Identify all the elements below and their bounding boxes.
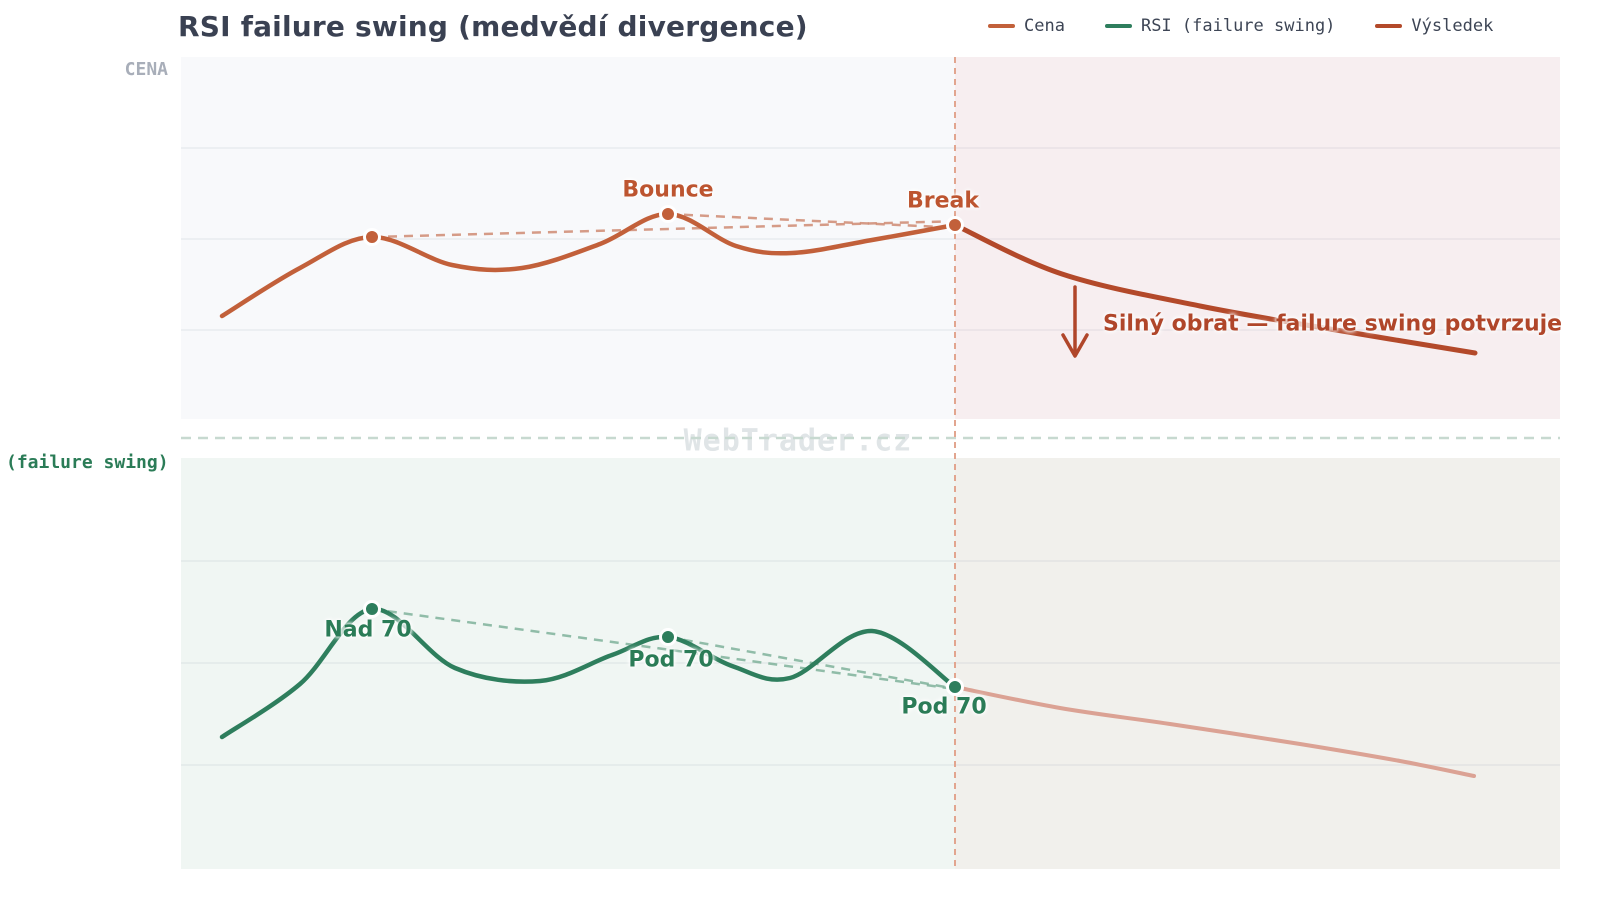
price-panel-breakout-bg — [955, 57, 1560, 419]
annotation-silny-obrat: Silný obrat — failure swing potvrzuje — [1103, 311, 1563, 337]
annotation-break: Break — [906, 188, 980, 214]
legend-item-vysledek[interactable]: Výsledek — [1375, 16, 1493, 36]
cena-line-swatch-icon — [988, 24, 1015, 28]
legend-item-rsi[interactable]: RSI (failure swing) — [1104, 16, 1336, 36]
rsi-trendline-1 — [371, 607, 963, 692]
price-panel-bg — [181, 57, 955, 419]
annotation-bounce: Bounce — [622, 177, 714, 203]
price-swing-point-2 — [659, 205, 677, 223]
price-swing-point-1 — [363, 228, 381, 246]
rsi-line — [219, 606, 958, 740]
annotation-nad-70: Nad 70 — [324, 617, 412, 643]
legend-label-cena: Cena — [1024, 16, 1065, 36]
rsi-panel-breakout-bg — [955, 458, 1560, 869]
rsi-swing-point-1 — [363, 600, 381, 618]
vysledek-line-swatch-icon — [1375, 24, 1403, 28]
annotation-pod-70-first: Pod 70 — [628, 647, 714, 673]
vysledek-line — [952, 222, 1478, 356]
chart-title: RSI failure swing (medvědí divergence) — [178, 10, 808, 43]
rsi-line-swatch-icon — [1104, 24, 1132, 28]
legend: Cena RSI (failure swing) Výsledek — [988, 16, 1493, 36]
down-arrow-head-icon — [1061, 333, 1089, 358]
price-trendline-1 — [371, 219, 963, 239]
rsi-panel-axis-label: (failure swing) — [6, 452, 169, 473]
cena-line — [219, 211, 958, 319]
legend-item-cena[interactable]: Cena — [988, 16, 1065, 36]
price-trendline-2 — [667, 212, 963, 230]
annotation-pod-70-second: Pod 70 — [901, 694, 987, 720]
rsi-swing-point-3 — [946, 678, 964, 696]
price-panel-axis-label: CENA — [124, 59, 168, 80]
legend-label-vysledek: Výsledek — [1411, 16, 1494, 36]
rsi-panel-bg — [181, 458, 955, 869]
rsi_faded-line — [953, 685, 1476, 778]
price-swing-point-3 — [946, 216, 964, 234]
rsi-swing-point-2 — [659, 628, 677, 646]
watermark: WebTrader.cz — [683, 423, 913, 459]
legend-label-rsi: RSI (failure swing) — [1140, 16, 1336, 36]
